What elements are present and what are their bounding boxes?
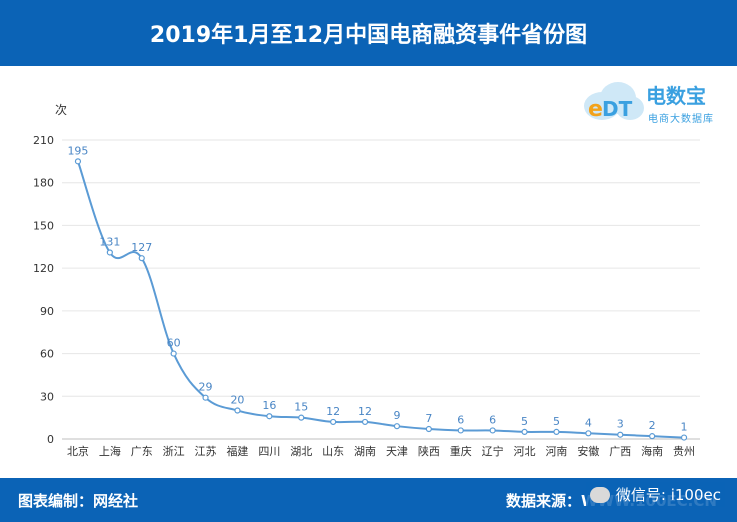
- data-label: 5: [521, 415, 528, 428]
- data-point: [457, 427, 464, 434]
- data-point: [649, 433, 656, 440]
- data-label: 6: [489, 413, 496, 426]
- data-points: [74, 158, 688, 441]
- data-label: 2: [649, 419, 656, 432]
- x-tick-label: 海南: [641, 444, 663, 458]
- x-tick-label: 四川: [258, 445, 280, 458]
- wechat-id: 微信号: i100ec: [615, 486, 721, 504]
- y-tick-label: 90: [40, 305, 54, 318]
- data-point: [361, 418, 369, 426]
- data-point: [266, 413, 273, 420]
- chart-title-bar: 2019年1月至12月中国电商融资事件省份图: [0, 0, 737, 66]
- data-point: [330, 418, 337, 426]
- data-point: [680, 434, 688, 441]
- y-tick-label: 180: [33, 177, 54, 190]
- series-line: [77, 161, 685, 439]
- footer-bar: 图表编制：网经社 数据来源：WWW.100EC.CN 微信号: i100ec: [0, 478, 737, 522]
- x-tick-label: 河北: [514, 445, 536, 458]
- data-label: 60: [167, 337, 181, 350]
- x-tick-label: 浙江: [163, 445, 185, 458]
- x-tick-label: 河南: [545, 445, 567, 458]
- footer-source-editor: 图表编制：网经社: [18, 492, 139, 510]
- x-tick-label: 山东: [322, 445, 344, 458]
- data-point: [553, 428, 560, 435]
- data-point: [298, 414, 305, 421]
- logo-subtitle: 电商大数据库: [648, 114, 714, 125]
- y-tick-label: 30: [40, 390, 54, 403]
- x-tick-label: 天津: [386, 445, 408, 458]
- y-tick-label: 150: [33, 219, 54, 232]
- logo-brand: 电数宝: [646, 84, 706, 108]
- x-tick-label: 广东: [131, 445, 153, 458]
- y-tick-label: 210: [33, 134, 54, 147]
- x-tick-label: 上海: [99, 444, 121, 458]
- svg-text:e: e: [588, 97, 603, 122]
- x-tick-label: 江苏: [195, 445, 217, 458]
- x-tick-label: 陕西: [418, 444, 440, 458]
- data-label: 29: [199, 381, 213, 394]
- x-tick-label: 广西: [609, 445, 631, 458]
- y-tick-label: 60: [40, 348, 54, 361]
- data-point: [74, 158, 82, 165]
- data-label: 195: [67, 144, 88, 157]
- x-tick-label: 安徽: [577, 444, 599, 458]
- grid-lines: [62, 139, 700, 397]
- x-tick-label: 重庆: [450, 444, 472, 458]
- data-point: [617, 431, 624, 438]
- cloud-logo-icon: e DT: [584, 82, 644, 122]
- data-label: 12: [358, 405, 372, 418]
- data-label: 12: [326, 405, 340, 418]
- data-point: [489, 427, 496, 434]
- wechat-watermark: 微信号: i100ec: [585, 482, 725, 507]
- y-tick-label: 120: [33, 262, 54, 275]
- logo: e DT 电数宝 电商大数据库: [578, 72, 728, 132]
- data-label: 1: [681, 421, 688, 434]
- data-label: 7: [425, 412, 432, 425]
- data-point: [202, 394, 209, 401]
- data-point: [234, 407, 241, 414]
- data-labels: 195 131 127 60 29 20 16 15 12 12 9 7 6 6 5 5 4 3 2 1: [67, 144, 687, 433]
- data-label: 9: [393, 409, 400, 422]
- data-label: 4: [585, 416, 592, 429]
- data-point: [170, 350, 177, 357]
- y-axis-ticks: 0 30 60 90 120 150 180 210: [33, 134, 54, 446]
- data-point: [138, 255, 145, 262]
- data-label: 5: [553, 415, 560, 428]
- data-label: 16: [262, 399, 276, 412]
- data-point: [521, 428, 528, 435]
- x-tick-label: 湖北: [290, 445, 312, 458]
- x-tick-label: 辽宁: [482, 444, 504, 458]
- chart-area: 0 30 60 90 120 150 180 210 次 195 131 127 60 29 20 16 1…: [0, 66, 737, 478]
- data-point: [425, 425, 432, 433]
- chart-title: 2019年1月至12月中国电商融资事件省份图: [149, 23, 588, 48]
- data-point: [106, 249, 113, 256]
- data-point: [585, 430, 592, 437]
- wechat-icon: [589, 486, 610, 503]
- x-tick-label: 湖南: [354, 445, 376, 458]
- x-tick-label: 北京: [67, 444, 89, 458]
- svg-text:DT: DT: [602, 97, 633, 121]
- x-tick-label: 贵州: [673, 445, 695, 458]
- data-label: 127: [131, 241, 152, 254]
- data-label: 20: [230, 394, 244, 407]
- data-label: 15: [294, 401, 308, 414]
- data-point: [393, 423, 401, 430]
- y-axis-label: 次: [55, 103, 67, 117]
- data-label: 6: [457, 413, 464, 426]
- x-tick-label: 福建: [226, 444, 248, 458]
- data-label: 3: [617, 418, 624, 431]
- x-axis-ticks: 北京 上海 广东 浙江 江苏 福建 四川 湖北 山东 湖南 天津 陕西 重庆 辽宁 河北 河南 安徽 广西 海南 贵州: [67, 444, 695, 458]
- data-label: 131: [99, 235, 120, 248]
- y-tick-label: 0: [47, 433, 54, 446]
